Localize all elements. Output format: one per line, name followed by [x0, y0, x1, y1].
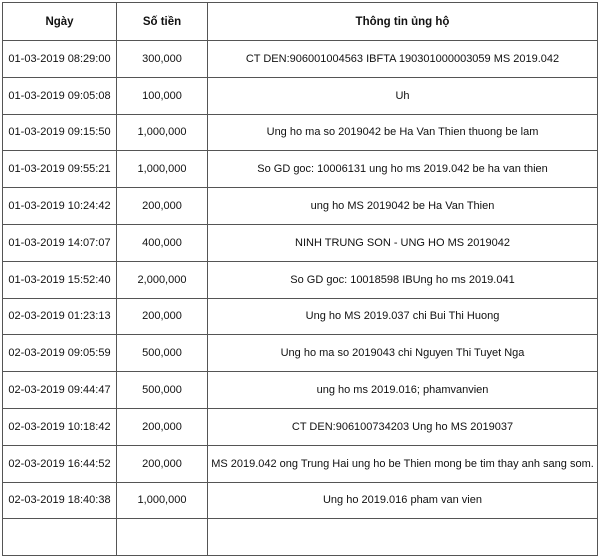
cell-amount: 200,000 [116, 444, 208, 483]
table-row: 01-03-2019 08:29:00 300,000 CT DEN:9060010… [2, 40, 598, 78]
cell-date: 02-03-2019 16:44:52 [2, 444, 117, 483]
cell-info: ung ho ms 2019.016; phamvanvien [207, 371, 598, 409]
cell-empty [207, 518, 598, 556]
cell-info: Ung ho ma so 2019043 chi Nguyen Thi Tuye… [207, 334, 598, 373]
cell-info: NINH TRUNG SON - UNG HO MS 2019042 [207, 223, 598, 262]
cell-amount: 500,000 [116, 371, 208, 409]
header-amount: Số tiền [116, 2, 208, 41]
table-row: 02-03-2019 18:40:38 1,000,000 Ung ho 2019.… [2, 481, 598, 520]
cell-info: Ung ho ma so 2019042 be Ha Van Thien thu… [207, 113, 598, 152]
table-row: 01-03-2019 14:07:07 400,000 NINH TRUNG SON… [2, 223, 598, 262]
cell-date: 02-03-2019 09:44:47 [2, 371, 117, 409]
cell-date: 01-03-2019 09:05:08 [2, 76, 117, 115]
cell-info: So GD goc: 10018598 IBUng ho ms 2019.041 [207, 260, 598, 299]
cell-empty [116, 518, 208, 556]
cell-amount: 1,000,000 [116, 113, 208, 152]
cell-date: 01-03-2019 14:07:07 [2, 223, 117, 262]
cell-date: 02-03-2019 01:23:13 [2, 297, 117, 336]
table-row: 02-03-2019 16:44:52 200,000 MS 2019.042 on… [2, 444, 598, 483]
table-row: 01-03-2019 09:05:08 100,000 Uh [2, 76, 598, 115]
cell-amount: 200,000 [116, 297, 208, 336]
cell-date: 01-03-2019 08:29:00 [2, 40, 117, 78]
table-row: 01-03-2019 09:55:21 1,000,000 So GD goc: 1… [2, 150, 598, 189]
cell-info: Ung ho 2019.016 pham van vien [207, 481, 598, 520]
cell-info: So GD goc: 10006131 ung ho ms 2019.042 b… [207, 150, 598, 189]
table-row-partial [2, 518, 598, 556]
cell-info: CT DEN:906001004563 IBFTA 19030100000305… [207, 40, 598, 78]
cell-amount: 500,000 [116, 334, 208, 373]
table-row: 01-03-2019 10:24:42 200,000 ung ho MS 2019… [2, 187, 598, 225]
table-row: 02-03-2019 10:18:42 200,000 CT DEN:9061007… [2, 407, 598, 446]
cell-amount: 1,000,000 [116, 481, 208, 520]
cell-date: 01-03-2019 09:55:21 [2, 150, 117, 189]
cell-amount: 400,000 [116, 223, 208, 262]
cell-date: 01-03-2019 10:24:42 [2, 187, 117, 225]
cell-date: 02-03-2019 10:18:42 [2, 407, 117, 446]
cell-amount: 2,000,000 [116, 260, 208, 299]
cell-info: ung ho MS 2019042 be Ha Van Thien [207, 187, 598, 225]
header-row: Ngày Số tiền Thông tin ủng hộ [2, 2, 598, 41]
cell-date: 01-03-2019 09:15:50 [2, 113, 117, 152]
cell-amount: 1,000,000 [116, 150, 208, 189]
header-date: Ngày [2, 2, 117, 41]
cell-date: 02-03-2019 18:40:38 [2, 481, 117, 520]
table-row: 01-03-2019 09:15:50 1,000,000 Ung ho ma so… [2, 113, 598, 152]
cell-date: 02-03-2019 09:05:59 [2, 334, 117, 373]
cell-info: CT DEN:906100734203 Ung ho MS 2019037 [207, 407, 598, 446]
table-row: 02-03-2019 01:23:13 200,000 Ung ho MS 2019… [2, 297, 598, 336]
cell-amount: 100,000 [116, 76, 208, 115]
cell-empty [2, 518, 117, 556]
cell-amount: 300,000 [116, 40, 208, 78]
cell-amount: 200,000 [116, 407, 208, 446]
cell-amount: 200,000 [116, 187, 208, 225]
header-info: Thông tin ủng hộ [207, 2, 598, 41]
table-row: 02-03-2019 09:05:59 500,000 Ung ho ma so 2… [2, 334, 598, 373]
cell-info: Uh [207, 76, 598, 115]
table-row: 01-03-2019 15:52:40 2,000,000 So GD goc: 1… [2, 260, 598, 299]
cell-info: MS 2019.042 ong Trung Hai ung ho be Thie… [207, 444, 598, 483]
cell-info: Ung ho MS 2019.037 chi Bui Thi Huong [207, 297, 598, 336]
cell-date: 01-03-2019 15:52:40 [2, 260, 117, 299]
table-row: 02-03-2019 09:44:47 500,000 ung ho ms 2019… [2, 371, 598, 409]
table-body: 01-03-2019 08:29:00 300,000 CT DEN:9060010… [2, 40, 598, 556]
